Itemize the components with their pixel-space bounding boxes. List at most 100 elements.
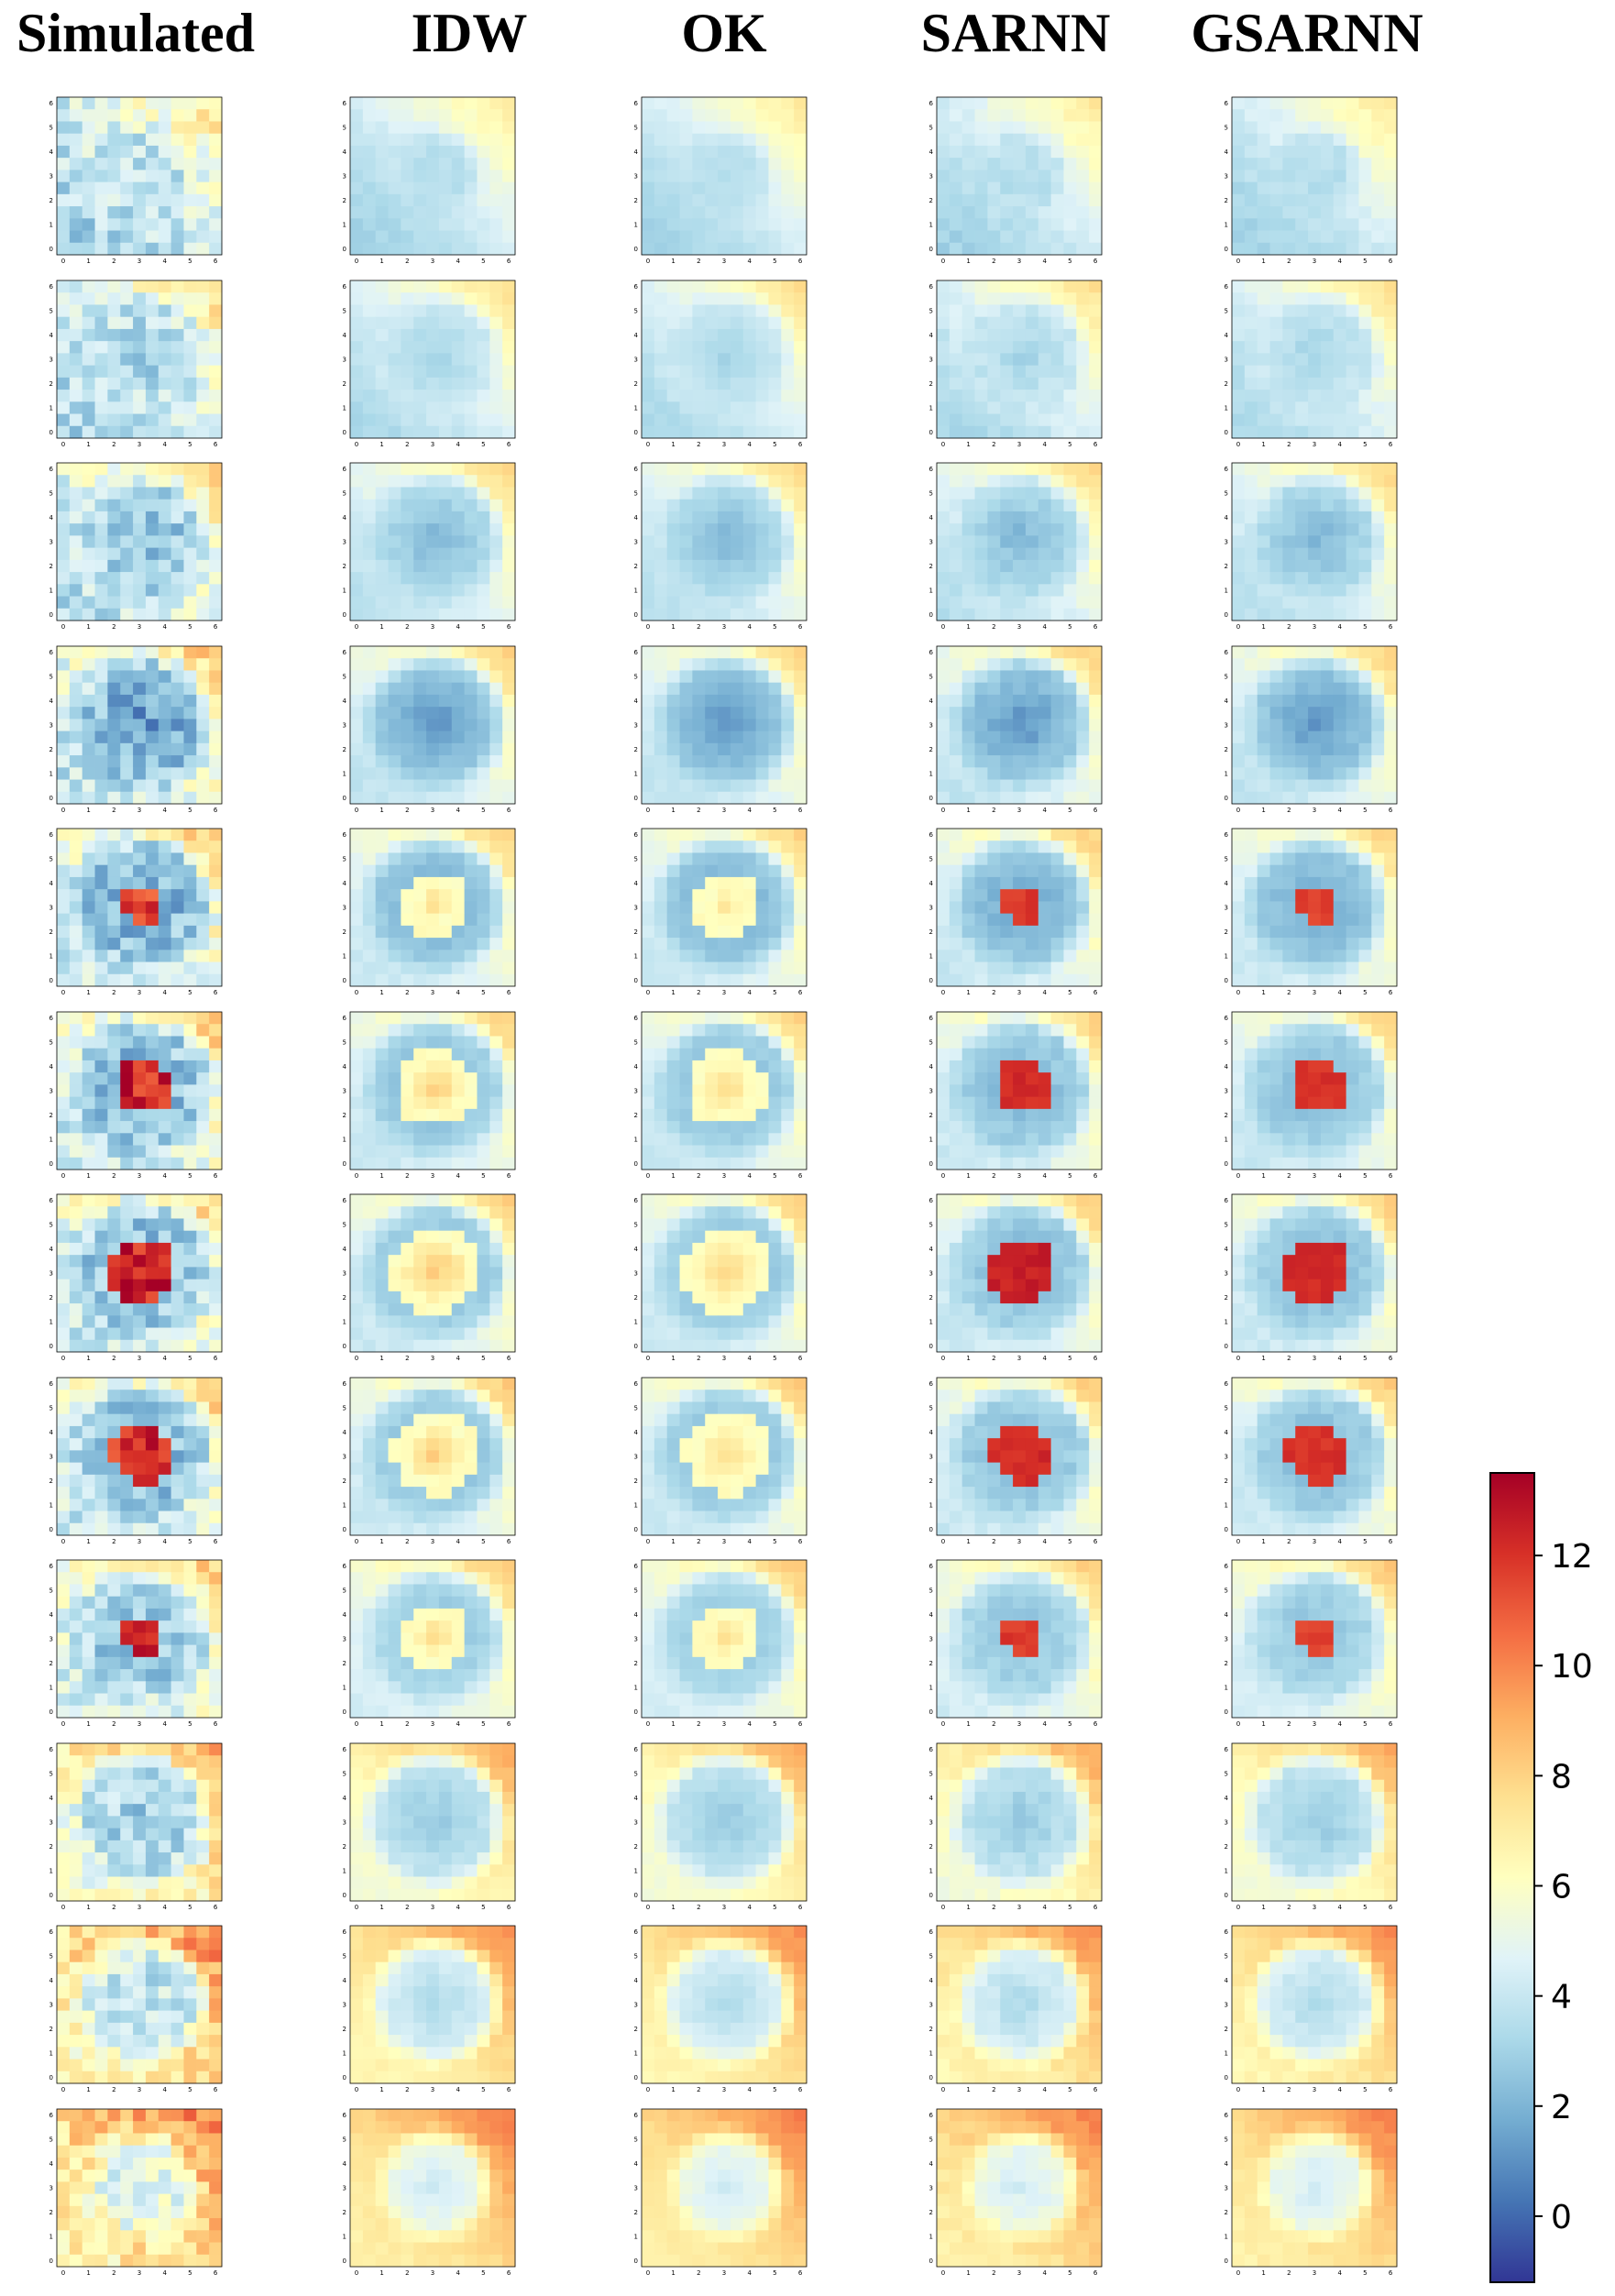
heatmap-cell — [502, 694, 516, 708]
heatmap-cell — [451, 230, 466, 244]
heatmap-cell — [755, 535, 769, 549]
heatmap-cell — [1371, 377, 1385, 390]
heatmap-cell — [1333, 487, 1347, 500]
y-tick-label: 6 — [634, 283, 639, 291]
heatmap-cell — [755, 523, 769, 536]
heatmap-cell — [438, 1145, 453, 1158]
heatmap-cell — [451, 572, 466, 585]
x-tick-label: 0 — [1236, 623, 1240, 631]
heatmap-cell — [94, 608, 108, 621]
heatmap-cell — [502, 170, 516, 183]
y-tick-label: 4 — [49, 880, 54, 887]
heatmap-cell — [1320, 218, 1335, 231]
heatmap-cell — [974, 596, 988, 610]
heatmap-cell — [1063, 352, 1077, 366]
heatmap-cell — [1013, 487, 1027, 500]
heatmap-cell — [413, 840, 427, 853]
heatmap-cell — [949, 352, 963, 366]
heatmap-cell — [107, 401, 121, 414]
heatmap-cell — [1269, 925, 1283, 939]
heatmap-cell — [401, 365, 414, 378]
heatmap-cell — [1333, 365, 1347, 378]
heatmap-cell — [196, 109, 210, 122]
heatmap-cell — [94, 193, 108, 207]
heatmap-cell — [413, 133, 427, 147]
heatmap-cell — [158, 584, 172, 597]
heatmap-cell — [1333, 754, 1347, 768]
heatmap-cell — [209, 230, 223, 244]
heatmap-cell — [1320, 401, 1335, 414]
heatmap-cell — [401, 876, 414, 890]
column-title-idw: IDW — [411, 3, 528, 63]
heatmap-cell — [961, 109, 975, 122]
heatmap-cell — [654, 925, 668, 939]
heatmap-cell — [768, 389, 782, 402]
heatmap-cell — [183, 158, 197, 170]
heatmap-cell — [57, 316, 71, 329]
heatmap-cell — [375, 487, 389, 500]
heatmap-cell — [120, 1132, 134, 1146]
heatmap-cell — [1384, 425, 1398, 438]
heatmap-cell — [107, 463, 121, 476]
heatmap-cell — [718, 158, 731, 170]
heatmap-cell — [937, 511, 950, 524]
heatmap-cell — [401, 973, 414, 987]
heatmap-cell — [755, 499, 769, 512]
heatmap-cell — [1358, 731, 1372, 743]
heatmap-cell — [692, 572, 706, 585]
heatmap-cell — [1000, 901, 1014, 915]
heatmap-cell — [388, 840, 401, 853]
heatmap-cell — [94, 559, 108, 573]
heatmap-cell — [1384, 950, 1398, 962]
heatmap-cell — [375, 829, 389, 841]
heatmap-cell — [438, 487, 453, 500]
heatmap-cell — [679, 291, 693, 305]
heatmap-cell — [1257, 523, 1270, 536]
heatmap-cell — [1269, 487, 1283, 500]
heatmap-cell — [949, 511, 963, 524]
heatmap-cell — [781, 669, 795, 683]
heatmap-cell — [1308, 731, 1322, 743]
heatmap-cell — [1320, 925, 1335, 939]
heatmap-cell — [362, 340, 377, 354]
heatmap-cell — [1076, 559, 1090, 573]
heatmap-cell — [654, 938, 668, 950]
heatmap-cell — [654, 280, 668, 293]
heatmap-cell — [1295, 328, 1309, 342]
heatmap-cell — [1244, 852, 1258, 866]
heatmap-cell — [401, 791, 414, 804]
heatmap-cell — [196, 973, 210, 987]
heatmap-cell — [107, 1023, 121, 1037]
heatmap-cell — [438, 608, 453, 621]
heatmap-cell — [1232, 291, 1246, 305]
heatmap-cell — [987, 291, 1001, 305]
x-tick-label: 6 — [507, 623, 511, 631]
heatmap-cell — [82, 1011, 95, 1025]
heatmap-cell — [107, 133, 121, 147]
heatmap-cell — [133, 1071, 147, 1085]
heatmap-cell — [120, 193, 134, 207]
heatmap-cell — [1063, 475, 1077, 488]
heatmap-cell — [718, 547, 731, 561]
heatmap-cell — [158, 97, 172, 110]
heatmap-cell — [949, 170, 963, 183]
heatmap-cell — [692, 742, 706, 755]
heatmap-cell — [679, 340, 693, 354]
heatmap-cell — [196, 1157, 210, 1170]
heatmap-cell — [654, 242, 668, 256]
heatmap-cell — [451, 645, 466, 659]
heatmap-cell — [937, 487, 950, 500]
heatmap-cell — [107, 840, 121, 853]
heatmap-cell — [183, 1157, 197, 1170]
heatmap-cell — [145, 1011, 159, 1025]
heatmap-cell — [464, 1096, 478, 1109]
heatmap-cell — [350, 694, 364, 708]
heatmap-cell — [1333, 718, 1347, 731]
heatmap-cell — [451, 291, 466, 305]
heatmap-cell — [974, 170, 988, 183]
heatmap-cell — [642, 657, 655, 671]
heatmap-cell — [451, 1108, 466, 1121]
heatmap-cell — [1038, 475, 1052, 488]
heatmap-cell — [1076, 328, 1090, 342]
heatmap-cell — [1244, 766, 1258, 780]
